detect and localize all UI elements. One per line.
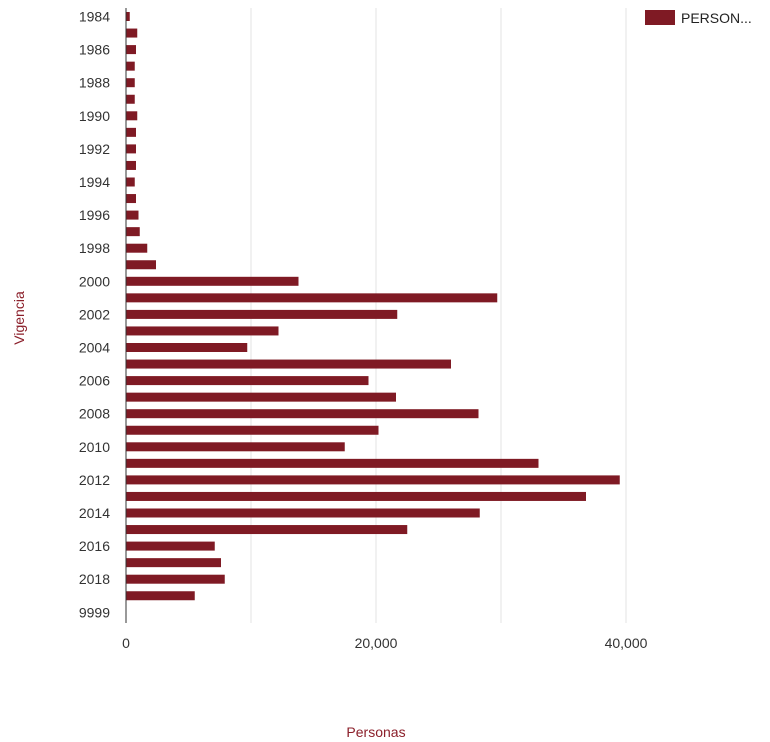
y-tick-label: 2006 xyxy=(79,373,110,389)
bar-1985 xyxy=(126,29,137,38)
bar-2012 xyxy=(126,475,620,484)
x-tick-label: 0 xyxy=(122,635,130,651)
bar-1992 xyxy=(126,144,136,153)
bar-1996 xyxy=(126,211,139,220)
bar-1984 xyxy=(126,12,130,21)
bar-2009 xyxy=(126,426,379,435)
bar-2018 xyxy=(126,575,225,584)
y-tick-label: 1988 xyxy=(79,75,110,91)
bar-2000 xyxy=(126,277,299,286)
y-tick-label: 2002 xyxy=(79,306,110,322)
bar-2010 xyxy=(126,442,345,451)
y-tick-label: 2008 xyxy=(79,406,110,422)
legend-swatch xyxy=(645,10,675,25)
x-axis-title: Personas xyxy=(346,724,405,740)
bar-1991 xyxy=(126,128,136,137)
y-tick-label: 1996 xyxy=(79,207,110,223)
bar-2017 xyxy=(126,558,221,567)
y-tick-label: 1992 xyxy=(79,141,110,157)
bar-2001 xyxy=(126,293,497,302)
bar-2002 xyxy=(126,310,397,319)
y-tick-label: 2014 xyxy=(79,505,110,521)
x-tick-label: 40,000 xyxy=(605,635,648,651)
y-tick-label: 2018 xyxy=(79,571,110,587)
legend[interactable]: PERSON... xyxy=(645,10,752,26)
bar-1989 xyxy=(126,95,135,104)
bar-2003 xyxy=(126,326,279,335)
y-tick-label: 1990 xyxy=(79,108,110,124)
bar-1999 xyxy=(126,260,156,269)
x-tick-label: 20,000 xyxy=(355,635,398,651)
bar-1986 xyxy=(126,45,136,54)
y-tick-label: 2016 xyxy=(79,538,110,554)
y-tick-label: 1994 xyxy=(79,174,110,190)
bar-2011 xyxy=(126,459,539,468)
bar-1990 xyxy=(126,111,137,120)
bar-2008 xyxy=(126,409,479,418)
bar-2014 xyxy=(126,509,480,518)
y-tick-labels: 1984 1986 1988 1990 1992 1994 1996 1998 2000 2002… xyxy=(79,9,110,621)
y-axis-title: Vigencia xyxy=(11,291,27,345)
bars xyxy=(126,12,620,600)
bar-2004 xyxy=(126,343,247,352)
y-tick-label: 2010 xyxy=(79,439,110,455)
y-tick-label: 2012 xyxy=(79,472,110,488)
bar-1997 xyxy=(126,227,140,236)
y-tick-label: 1998 xyxy=(79,240,110,256)
x-tick-labels: 0 20,000 40,000 xyxy=(122,635,648,651)
bar-2007 xyxy=(126,393,396,402)
y-tick-label: 2004 xyxy=(79,340,110,356)
bar-1998 xyxy=(126,244,147,253)
bar-2005 xyxy=(126,360,451,369)
bar-2019 xyxy=(126,591,195,600)
bar-1988 xyxy=(126,78,135,87)
bar-1995 xyxy=(126,194,136,203)
y-tick-label: 1986 xyxy=(79,42,110,58)
y-tick-label: 1984 xyxy=(79,9,110,25)
legend-label: PERSON... xyxy=(681,10,752,26)
bar-2016 xyxy=(126,542,215,551)
bar-1993 xyxy=(126,161,136,170)
bar-1987 xyxy=(126,62,135,71)
y-tick-label: 2000 xyxy=(79,273,110,289)
bar-2015 xyxy=(126,525,407,534)
y-tick-label: 9999 xyxy=(79,604,110,620)
bar-1994 xyxy=(126,178,135,187)
bar-2013 xyxy=(126,492,586,501)
bar-2006 xyxy=(126,376,369,385)
